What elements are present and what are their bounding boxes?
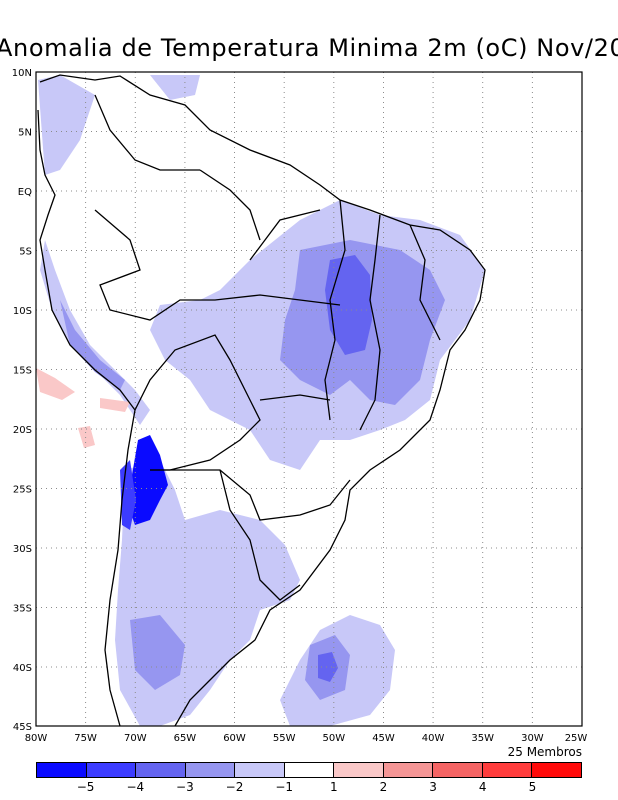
lon-label: 30W bbox=[521, 733, 544, 744]
color-legend bbox=[36, 762, 582, 778]
internal-border-1 bbox=[94, 209, 341, 321]
anomaly-extreme-andes bbox=[128, 435, 168, 525]
lat-label: 25S bbox=[13, 485, 32, 496]
legend-swatch bbox=[136, 763, 186, 777]
anomaly-warm-pacific bbox=[36, 368, 75, 400]
lon-label: 75W bbox=[74, 733, 97, 744]
legend-tick: 1 bbox=[329, 780, 338, 794]
lat-label: EQ bbox=[18, 187, 32, 198]
legend-swatch bbox=[86, 763, 137, 777]
plot-frame bbox=[35, 71, 583, 727]
lat-label: 15S bbox=[13, 366, 32, 377]
anomaly-strong-atlantic bbox=[318, 652, 338, 682]
anomaly-core-patagonia bbox=[130, 615, 185, 690]
members-label: 25 Membros bbox=[507, 745, 582, 759]
anomaly-extreme-andes-peak bbox=[120, 460, 136, 530]
anomaly-warm-pacific-2 bbox=[78, 426, 95, 448]
lat-label: 30S bbox=[13, 544, 32, 555]
legend-tick: 4 bbox=[478, 780, 487, 794]
lon-label: 65W bbox=[174, 733, 197, 744]
lat-label: 40S bbox=[13, 663, 32, 674]
latitude-labels: 10N 5N EQ 5S 10S 15S 20S 25S 30S 35S 40S… bbox=[12, 68, 32, 733]
legend-swatch bbox=[433, 763, 483, 777]
anomaly-shading bbox=[36, 75, 485, 726]
legend-swatch bbox=[284, 763, 335, 777]
legend-swatch bbox=[383, 763, 434, 777]
northern-border bbox=[94, 94, 200, 171]
brazil-state-border-6 bbox=[199, 169, 261, 241]
anomaly-region-north-coast bbox=[38, 75, 95, 175]
lat-label: 20S bbox=[13, 425, 32, 436]
lon-label: 35W bbox=[471, 733, 494, 744]
anomaly-warm-pacific-3 bbox=[100, 398, 130, 412]
brazil-state-border-1 bbox=[324, 199, 346, 421]
legend-tick: −2 bbox=[225, 780, 244, 794]
legend-swatch bbox=[37, 763, 87, 777]
legend-tick: 3 bbox=[429, 780, 437, 794]
map-title: Anomalia de Temperatura Minima 2m (oC) N… bbox=[0, 34, 618, 62]
brazil-state-border-5 bbox=[409, 224, 441, 341]
anomaly-region-caribbean bbox=[150, 75, 200, 100]
anomaly-strong-tocantins bbox=[325, 255, 372, 355]
legend-tick: −1 bbox=[275, 780, 294, 794]
legend-swatch bbox=[235, 763, 285, 777]
lon-label: 40W bbox=[422, 733, 445, 744]
internal-border-3 bbox=[150, 469, 351, 521]
legend-tick-labels: −5 −4 −3 −2 −1 1 2 3 4 5 bbox=[36, 780, 582, 796]
brazil-state-border-3 bbox=[249, 209, 321, 261]
internal-border-4 bbox=[219, 469, 301, 601]
lon-label: 60W bbox=[223, 733, 246, 744]
legend-tick: −4 bbox=[126, 780, 145, 794]
lon-label: 55W bbox=[273, 733, 296, 744]
south-america-coastline bbox=[37, 74, 486, 726]
anomaly-core-andes-north bbox=[60, 300, 125, 390]
lon-label: 50W bbox=[322, 733, 345, 744]
legend-swatch bbox=[532, 763, 582, 777]
lon-label: 70W bbox=[124, 733, 147, 744]
legend-tick: 2 bbox=[379, 780, 388, 794]
legend-swatch bbox=[482, 763, 533, 777]
lat-label: 10N bbox=[12, 68, 32, 79]
brazil-state-border-4 bbox=[259, 394, 331, 401]
lat-label: 35S bbox=[13, 604, 32, 615]
lat-label: 45S bbox=[13, 722, 32, 733]
lat-label: 5S bbox=[19, 247, 32, 258]
legend-swatch bbox=[334, 763, 384, 777]
lon-label: 45W bbox=[372, 733, 395, 744]
lon-label: 80W bbox=[25, 733, 48, 744]
lon-label: 25W bbox=[565, 733, 588, 744]
grid-lines bbox=[36, 72, 582, 726]
brazil-state-border-2 bbox=[359, 214, 381, 431]
legend-tick: −3 bbox=[176, 780, 194, 794]
legend-tick: −5 bbox=[76, 780, 95, 794]
legend-tick: 5 bbox=[528, 780, 537, 794]
lat-label: 5N bbox=[18, 128, 32, 139]
lat-label: 10S bbox=[13, 306, 32, 317]
legend-swatch bbox=[185, 763, 236, 777]
longitude-labels: 80W 75W 70W 65W 60W 55W 50W 45W 40W 35W … bbox=[25, 733, 588, 744]
internal-border-2 bbox=[134, 334, 261, 471]
country-borders bbox=[37, 74, 486, 726]
